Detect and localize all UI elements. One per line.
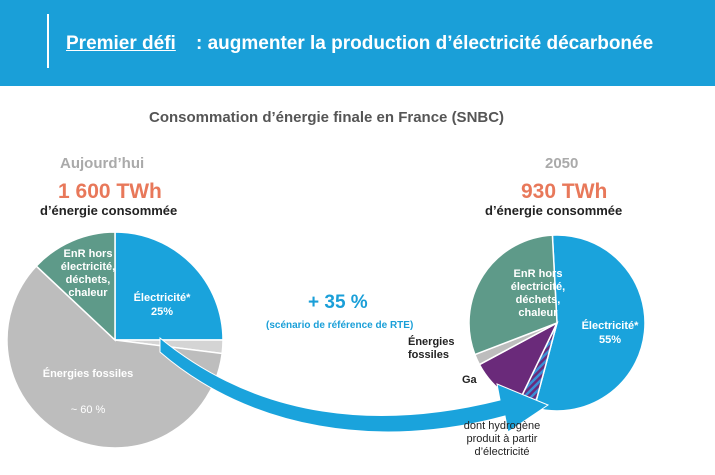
value-label: ~ 60 % — [70, 404, 106, 416]
pie-slice — [468, 234, 558, 356]
slice-label: Énergies fossiles — [408, 336, 455, 361]
value-label: 25% — [150, 306, 174, 318]
pie-caption: d’énergie consommée — [40, 203, 178, 218]
pie-title: Aujourd’hui — [60, 155, 145, 172]
value-label: 55% — [598, 334, 622, 346]
subtitle: Consommation d’énergie finale en France … — [149, 109, 505, 126]
pie-slice — [35, 231, 116, 342]
header-title: : augmenter la production d’électricité … — [196, 33, 654, 54]
slice-label: dont hydrogène produit à partir d’électr… — [463, 420, 541, 458]
slice-label: Ga — [462, 374, 477, 386]
slice-label: Énergies fossiles — [42, 368, 134, 380]
pie-slice — [6, 265, 223, 449]
slice-label: EnR hors électricité, déchets, chaleur — [60, 248, 116, 299]
pie-title: 2050 — [545, 155, 579, 172]
pie-caption: d’énergie consommée — [485, 203, 623, 218]
growth-value: + 35 % — [308, 292, 368, 313]
header-band — [0, 0, 715, 86]
pie-slice — [533, 234, 646, 412]
pie-total: 1 600 TWh — [58, 180, 162, 203]
transfer-arrow — [159, 336, 550, 433]
growth-note: (scénario de référence de RTE) — [266, 320, 414, 331]
header-divider — [47, 14, 49, 68]
slice-label: EnR hors électricité, déchets, chaleur — [510, 268, 566, 319]
slice-label: Électricité* — [133, 292, 191, 304]
header-emphasis: Premier défi — [66, 33, 176, 54]
pie-slice — [114, 231, 224, 341]
slice-label: Électricité* — [581, 320, 639, 332]
pie-total: 930 TWh — [521, 180, 608, 203]
